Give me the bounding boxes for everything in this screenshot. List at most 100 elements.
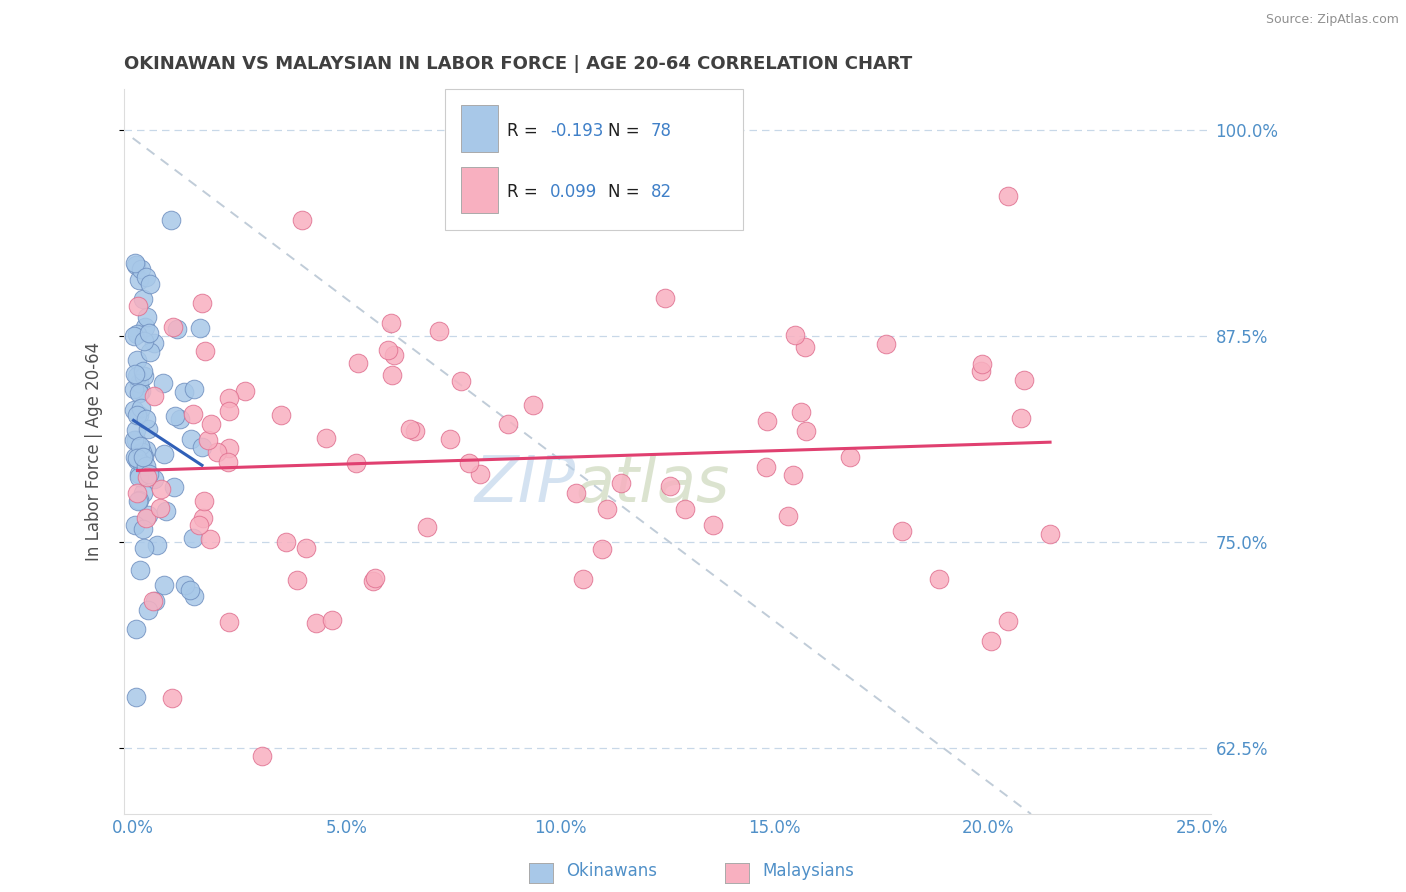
Point (127, 299, 149, 313)
Point (997, 614, 1019, 628)
Point (755, 459, 778, 474)
Point (1010, 410, 1032, 425)
Text: R =: R = (506, 121, 543, 140)
Point (200, 417, 222, 431)
Point (129, 439, 152, 453)
Point (180, 433, 202, 447)
Point (381, 368, 404, 382)
Point (181, 532, 204, 546)
Point (142, 389, 165, 403)
Point (135, 412, 157, 426)
Point (127, 408, 149, 422)
Point (127, 353, 149, 368)
Point (129, 401, 152, 416)
Point (129, 563, 152, 577)
Text: 0.099: 0.099 (550, 184, 598, 202)
Point (188, 518, 211, 533)
Point (997, 188, 1019, 202)
Point (654, 291, 676, 305)
Point (183, 382, 205, 396)
Point (139, 277, 162, 292)
Point (166, 322, 188, 336)
Point (1012, 373, 1035, 387)
Text: OKINAWAN VS MALAYSIAN IN LABOR FORCE | AGE 20-64 CORRELATION CHART: OKINAWAN VS MALAYSIAN IN LABOR FORCE | A… (124, 55, 912, 73)
Point (131, 457, 153, 471)
Point (139, 344, 162, 359)
Point (980, 633, 1002, 648)
FancyBboxPatch shape (461, 105, 498, 152)
Point (321, 613, 343, 627)
Point (149, 501, 172, 516)
Point (347, 356, 370, 370)
Point (250, 749, 273, 764)
Point (146, 538, 169, 552)
Point (142, 472, 165, 486)
Point (152, 376, 174, 391)
Point (363, 574, 385, 589)
Point (125, 433, 148, 447)
Point (188, 321, 211, 335)
Point (122, 433, 145, 447)
Point (132, 486, 155, 500)
Text: N =: N = (607, 184, 644, 202)
Point (122, 403, 145, 417)
Point (218, 391, 240, 405)
Point (522, 398, 544, 412)
Point (270, 408, 292, 422)
Point (890, 524, 912, 539)
Point (162, 320, 184, 334)
Point (470, 467, 492, 482)
Point (132, 450, 155, 465)
Point (150, 482, 173, 496)
Point (134, 541, 156, 555)
Point (128, 376, 150, 390)
Point (155, 503, 177, 517)
Point (132, 522, 155, 536)
Point (839, 450, 862, 464)
Point (169, 412, 191, 426)
Point (702, 518, 724, 533)
Point (305, 616, 328, 631)
Point (191, 295, 214, 310)
Point (294, 541, 316, 555)
Text: ZIP: ZIP (474, 453, 575, 515)
Point (127, 485, 149, 500)
Point (124, 517, 146, 532)
Y-axis label: In Labor Force | Age 20-64: In Labor Force | Age 20-64 (86, 342, 103, 561)
Point (198, 532, 221, 546)
Point (398, 422, 420, 436)
Point (134, 319, 156, 334)
Point (135, 458, 157, 473)
Point (124, 255, 146, 269)
Point (415, 520, 437, 534)
Point (659, 479, 682, 493)
Point (159, 213, 181, 227)
Point (377, 343, 399, 358)
Point (135, 270, 157, 285)
Point (564, 486, 586, 500)
Text: atlas: atlas (575, 453, 730, 515)
Point (138, 326, 160, 341)
Point (125, 690, 148, 704)
Text: Malaysians: Malaysians (762, 863, 855, 880)
Text: -0.193: -0.193 (550, 121, 603, 140)
Point (496, 417, 519, 431)
Point (595, 501, 617, 516)
Point (125, 259, 148, 273)
Point (380, 316, 402, 330)
Point (163, 409, 186, 423)
Point (124, 367, 146, 381)
Point (128, 408, 150, 422)
Point (928, 572, 950, 586)
Point (755, 414, 778, 428)
Point (782, 468, 804, 483)
Point (218, 404, 240, 418)
Point (135, 442, 157, 457)
Text: 78: 78 (651, 121, 672, 140)
Point (138, 467, 160, 481)
Point (160, 691, 183, 706)
Point (142, 594, 165, 608)
Point (205, 445, 228, 459)
Point (136, 603, 159, 617)
Point (173, 578, 195, 592)
